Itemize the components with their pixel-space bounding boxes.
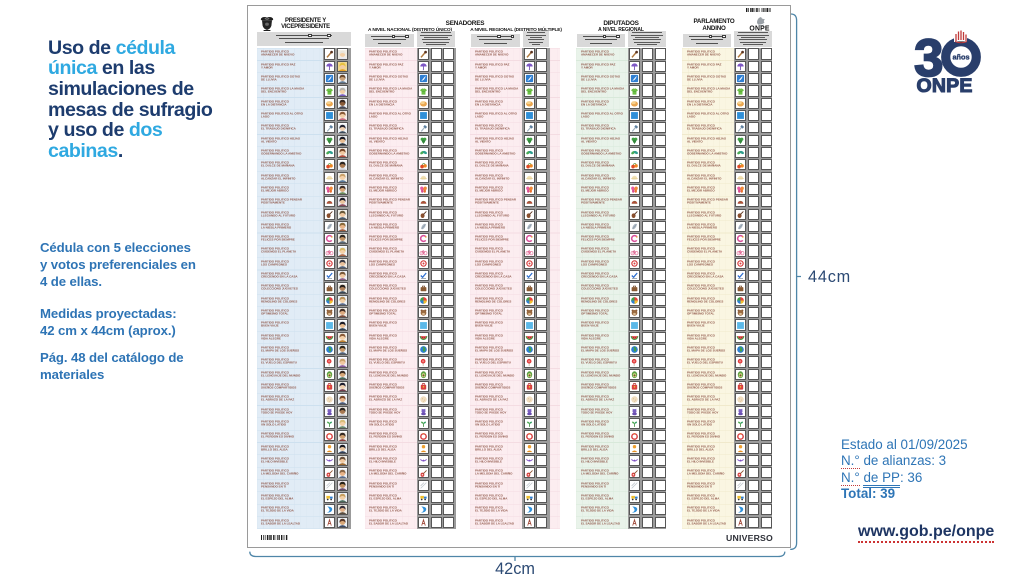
svg-text:3: 3 xyxy=(914,29,943,88)
svg-text:años: años xyxy=(952,53,969,62)
svg-text:ONPE: ONPE xyxy=(749,26,770,33)
svg-text:ONPE: ONPE xyxy=(917,75,973,96)
